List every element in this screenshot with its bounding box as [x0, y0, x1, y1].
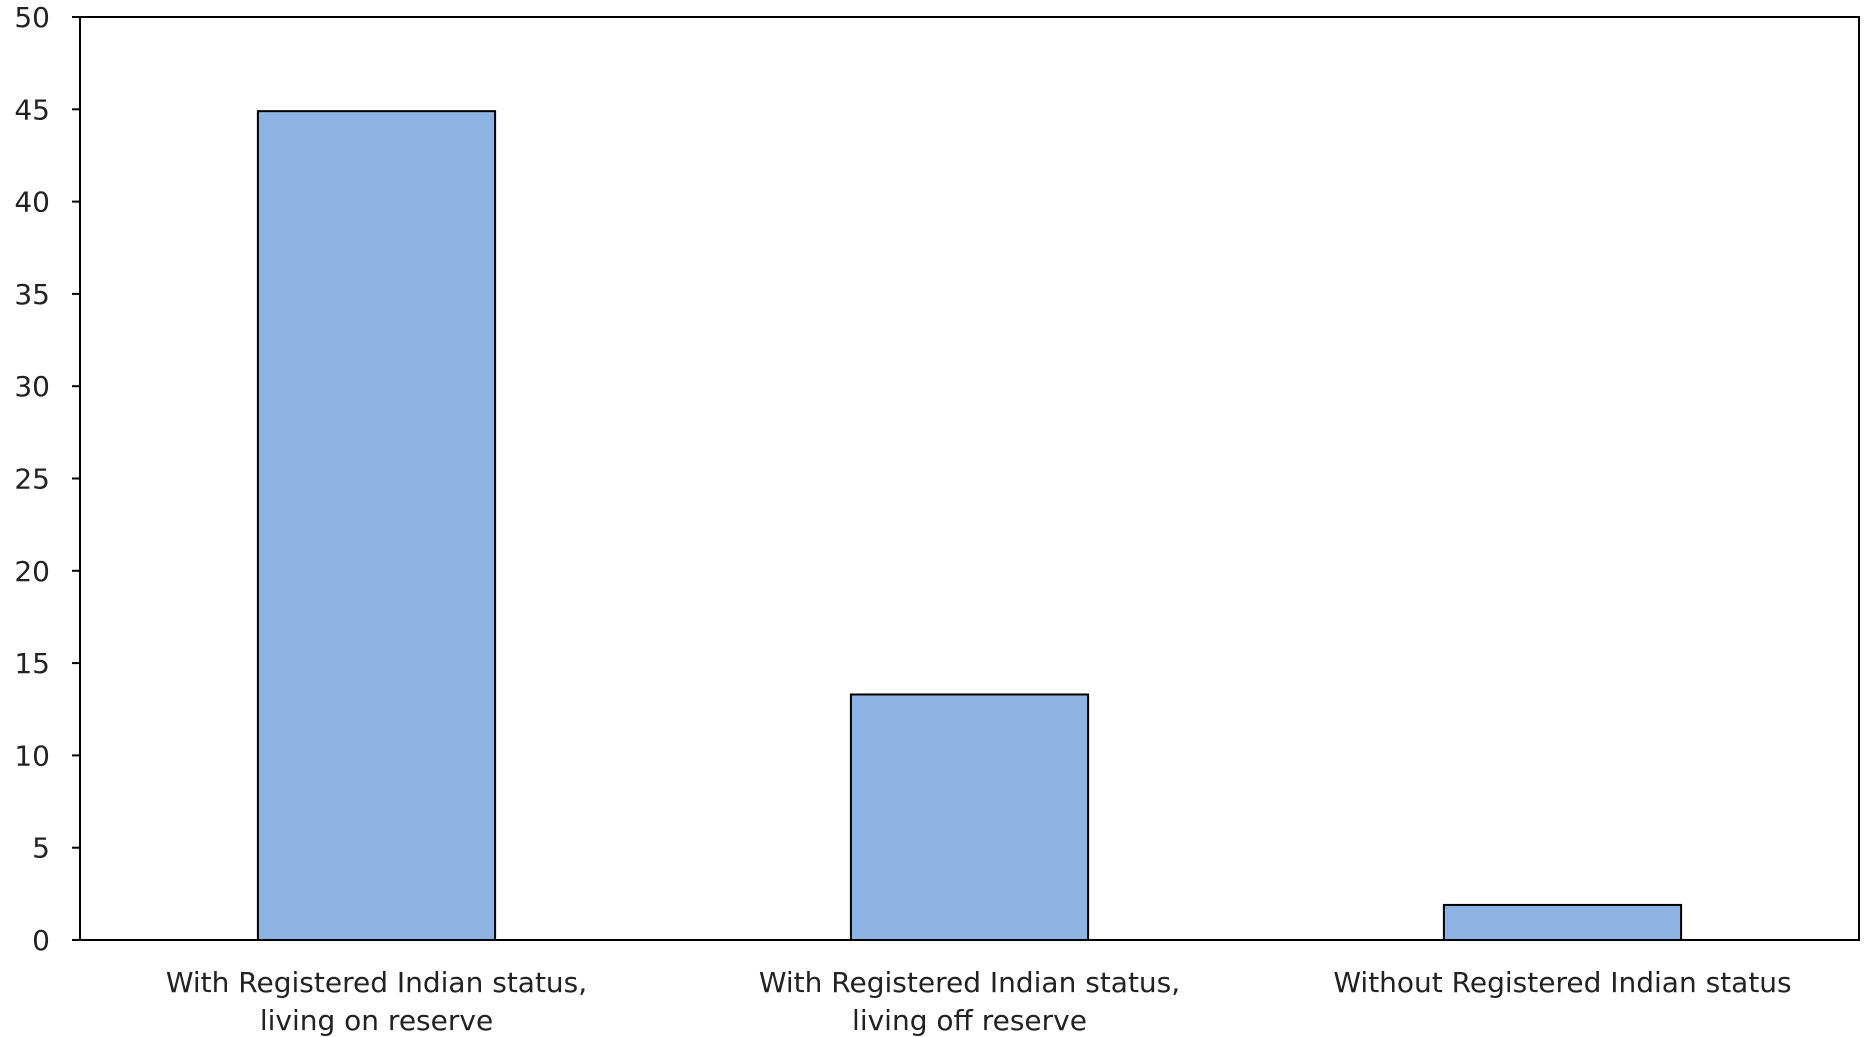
y-tick-label: 15 [14, 647, 50, 680]
bars [256, 110, 1683, 942]
x-category-label-line: With Registered Indian status, [759, 966, 1180, 999]
bar-3 [1442, 903, 1683, 942]
x-category-label: Without Registered Indian status [1333, 966, 1791, 999]
bar-1 [256, 110, 497, 941]
y-tick-label: 45 [14, 93, 50, 126]
bar-2 [849, 693, 1090, 941]
y-tick-label: 50 [14, 1, 50, 34]
y-tick-label: 40 [14, 186, 50, 219]
x-category-label: With Registered Indian status, living off… [759, 966, 1180, 1037]
y-tick-label: 20 [14, 555, 50, 588]
y-tick-label: 5 [32, 832, 50, 865]
y-tick-label: 0 [32, 924, 50, 957]
x-category-label-line: living off reserve [852, 1004, 1087, 1037]
x-axis-labels: With Registered Indian status, living on … [166, 966, 1792, 1037]
x-category-label-line: living on reserve [260, 1004, 493, 1037]
x-category-label-line: Without Registered Indian status [1333, 966, 1791, 999]
y-axis-ticks: 0 5 10 15 20 25 30 35 40 45 50 [14, 1, 80, 957]
x-category-label-line: With Registered Indian status, [166, 966, 587, 999]
x-category-label: With Registered Indian status, living on … [166, 966, 587, 1037]
y-tick-label: 35 [14, 278, 50, 311]
y-tick-label: 10 [14, 739, 50, 772]
y-tick-label: 25 [14, 463, 50, 496]
y-tick-label: 30 [14, 370, 50, 403]
